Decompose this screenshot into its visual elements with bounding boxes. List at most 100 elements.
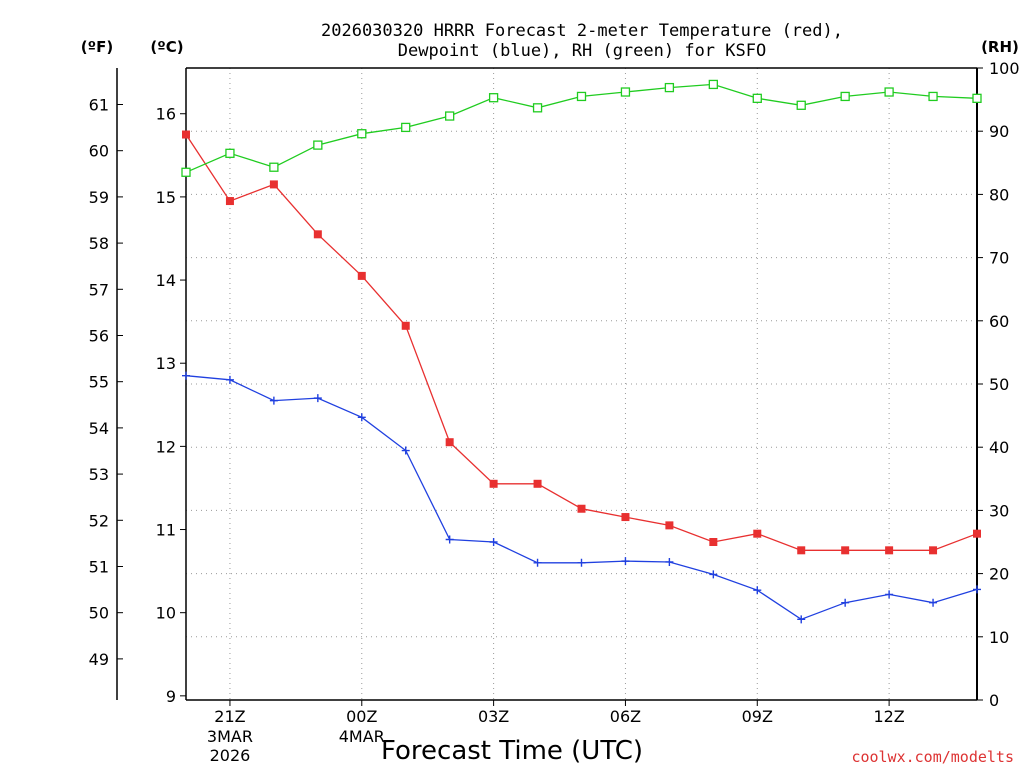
rh-point	[357, 129, 367, 139]
rh-point	[532, 103, 543, 113]
temperature-point	[313, 230, 322, 239]
chart-title-line2: Dewpoint (blue), RH (green) for KSFO	[398, 41, 766, 61]
rh-point	[884, 87, 894, 97]
axes: 9 10 11 12 13 14 15 16 49 50 51 52 53 54 55 56 57 58 59 60 6…	[89, 59, 1020, 765]
fahrenheit-tick-label: 57	[89, 280, 109, 299]
series-layer	[181, 79, 982, 624]
left-unit-celsius: (ºC)	[150, 38, 183, 56]
dewpoint-point	[753, 586, 762, 595]
fahrenheit-tick-label: 53	[89, 465, 109, 484]
dewpoint-point	[841, 598, 850, 607]
rh-point	[972, 93, 982, 103]
rh-point	[488, 93, 499, 103]
rh-tick-label: 70	[989, 249, 1009, 268]
rh-tick-label: 80	[989, 185, 1009, 204]
temperature-point	[973, 529, 981, 538]
rh-point	[664, 82, 675, 93]
dewpoint-point	[357, 413, 366, 422]
temperature-point	[401, 321, 410, 330]
x-tick-date-label: 4MAR	[339, 727, 385, 746]
fahrenheit-tick-label: 56	[89, 326, 109, 345]
fahrenheit-tick-label: 49	[89, 650, 109, 669]
temperature-point	[269, 180, 278, 189]
x-tick-label: 09Z	[742, 707, 773, 726]
x-tick-label: 00Z	[346, 707, 377, 726]
fahrenheit-tick-label: 50	[89, 604, 109, 623]
dewpoint-point	[797, 615, 806, 624]
celsius-tick-label: 15	[156, 188, 176, 207]
rh-point	[796, 100, 806, 110]
celsius-tick-label: 13	[156, 354, 176, 373]
rh-tick-label: 40	[989, 438, 1009, 457]
temperature-point	[665, 521, 674, 530]
dewpoint-point	[269, 396, 278, 405]
dewpoint-point	[621, 557, 630, 566]
dewpoint-point	[182, 371, 190, 380]
rh-point	[313, 140, 323, 150]
dewpoint-point	[577, 558, 586, 567]
temperature-point	[357, 271, 366, 280]
rh-tick-label: 90	[989, 122, 1009, 141]
rh-point	[225, 148, 235, 158]
dewpoint-point	[401, 446, 410, 455]
temperature-point	[225, 197, 234, 206]
fahrenheit-tick-label: 52	[89, 511, 109, 530]
dewpoint-point	[489, 538, 498, 546]
temperature-point	[445, 438, 454, 447]
left-unit-fahrenheit: (ºF)	[81, 38, 113, 56]
fahrenheit-tick-label: 55	[89, 373, 109, 392]
rh-point	[620, 87, 631, 97]
rh-point	[752, 93, 762, 103]
celsius-tick-label: 14	[156, 271, 176, 290]
rh-tick-label: 10	[989, 628, 1009, 647]
dewpoint-point	[225, 375, 234, 384]
fahrenheit-tick-label: 51	[89, 557, 109, 576]
celsius-tick-label: 9	[166, 687, 176, 706]
temperature-point	[577, 504, 586, 513]
x-axis-label: Forecast Time (UTC)	[381, 736, 643, 766]
temperature-point	[533, 479, 542, 488]
rh-point	[928, 91, 938, 102]
rh-point	[181, 167, 191, 177]
rh-point	[269, 162, 279, 172]
celsius-tick-label: 10	[156, 604, 176, 623]
dewpoint-point	[445, 535, 454, 544]
fahrenheit-tick-label: 58	[89, 234, 109, 253]
dewpoint-point	[313, 394, 322, 403]
temperature-line	[185, 134, 978, 551]
dewpoint-point	[665, 557, 674, 566]
credit-label: coolwx.com/modelts	[851, 748, 1014, 766]
x-tick-date-label: 3MAR	[207, 727, 253, 746]
celsius-tick-label: 12	[156, 437, 176, 456]
rh-point	[708, 79, 718, 90]
rh-tick-label: 50	[989, 375, 1009, 394]
rh-point	[401, 122, 411, 133]
chart-title-line1: 2026030320 HRRR Forecast 2-meter Tempera…	[321, 21, 843, 41]
rh-tick-label: 30	[989, 501, 1009, 520]
x-tick-label: 21Z	[214, 707, 245, 726]
temperature-point	[182, 130, 190, 139]
rh-point	[576, 91, 587, 102]
dewpoint-point	[885, 590, 894, 599]
fahrenheit-tick-label: 60	[89, 142, 109, 161]
rh-tick-label: 60	[989, 312, 1009, 331]
rh-point	[445, 111, 455, 121]
dewpoint-point	[973, 585, 981, 594]
celsius-tick-label: 11	[156, 521, 176, 540]
right-unit-rh: (RH)	[981, 38, 1019, 56]
dewpoint-point	[709, 570, 718, 579]
x-tick-year-label: 2026	[210, 746, 251, 765]
fahrenheit-tick-label: 54	[89, 419, 109, 438]
temperature-point	[621, 513, 630, 522]
rh-tick-label: 20	[989, 565, 1009, 584]
x-tick-label: 12Z	[873, 707, 904, 726]
x-tick-label: 03Z	[478, 707, 509, 726]
fahrenheit-tick-label: 61	[89, 95, 109, 114]
grid-lines	[186, 68, 977, 700]
celsius-tick-label: 16	[156, 105, 176, 124]
temperature-point	[841, 546, 850, 555]
temperature-point	[753, 529, 762, 538]
temperature-point	[709, 538, 718, 546]
temperature-point	[489, 479, 498, 488]
